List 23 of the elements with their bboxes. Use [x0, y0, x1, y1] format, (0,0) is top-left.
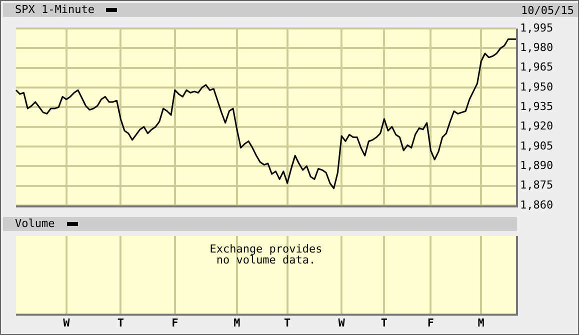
category-label: T [117, 316, 124, 330]
y-tick-label: 1,935 [520, 100, 554, 114]
text: 10/05/15 [521, 3, 574, 18]
y-tick-label: 1,890 [520, 158, 554, 172]
legend-label: SPX 1-Minute [15, 3, 94, 16]
y-tick-label: 1,995 [520, 21, 554, 34]
y-tick-label: 1,980 [520, 41, 554, 54]
category-label: M [234, 316, 240, 330]
y-tick-label: 1,965 [520, 60, 554, 74]
y-tick-label: 1,950 [520, 80, 554, 94]
y-tick-label: 1,905 [520, 139, 554, 152]
category-label: M [478, 316, 484, 330]
category-label: W [63, 316, 70, 330]
category-label: W [338, 316, 345, 330]
y-tick-label: 1,875 [520, 178, 554, 192]
text: Exchange provides no volume data. [210, 242, 322, 266]
y-tick-label: 1,920 [520, 120, 554, 133]
category-label: T [380, 316, 388, 330]
category-label: T [284, 316, 291, 330]
y-tick-label: 1,860 [520, 198, 554, 212]
category-label: F [427, 316, 434, 330]
text: Volume [15, 217, 55, 230]
category-label: F [172, 316, 178, 330]
